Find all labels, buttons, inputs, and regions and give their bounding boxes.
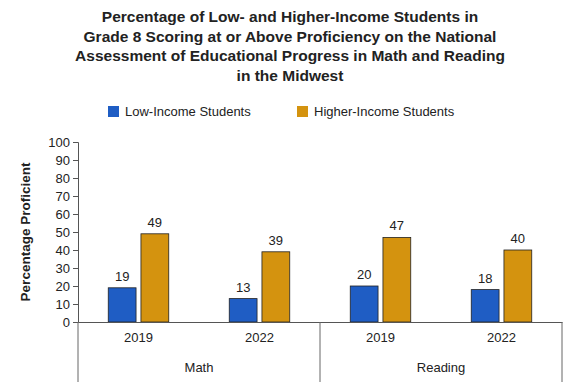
y-tick-label: 70 — [56, 189, 70, 204]
title-line: Percentage of Low- and Higher-Income Stu… — [102, 8, 478, 25]
y-tick-label: 50 — [56, 225, 70, 240]
y-tick-label: 20 — [56, 279, 70, 294]
y-tick-mark — [73, 286, 78, 287]
bar — [350, 286, 378, 322]
y-tick-mark — [73, 196, 78, 197]
x-tick: 2019 — [124, 322, 153, 345]
data-label: 39 — [269, 233, 283, 248]
x-tick: 2022 — [245, 322, 274, 345]
y-tick-label: 90 — [56, 153, 70, 168]
y-tick-mark — [73, 142, 78, 143]
title-line: Assessment of Educational Progress in Ma… — [75, 47, 505, 64]
title: Percentage of Low- and Higher-Income Stu… — [75, 8, 505, 84]
chart: Percentage of Low- and Higher-Income Stu… — [0, 0, 580, 382]
y-tick: 100 — [48, 135, 78, 150]
y-tick: 30 — [56, 261, 78, 276]
bar — [229, 299, 257, 322]
y-tick-label: 10 — [56, 297, 70, 312]
y-axis: 0 10 20 30 40 50 60 70 80 90 100 — [48, 135, 78, 330]
y-tick: 60 — [56, 207, 78, 222]
y-tick: 10 — [56, 297, 78, 312]
bar — [141, 234, 169, 322]
y-tick: 80 — [56, 171, 78, 186]
x-tick-label: 2022 — [245, 330, 274, 345]
y-tick-mark — [73, 268, 78, 269]
bars — [108, 234, 532, 322]
y-tick: 70 — [56, 189, 78, 204]
data-label: 18 — [478, 271, 492, 286]
y-tick: 90 — [56, 153, 78, 168]
bar — [262, 252, 290, 322]
title-line: in the Midwest — [237, 67, 344, 84]
y-tick-label: 40 — [56, 243, 70, 258]
group-label: Reading — [417, 360, 465, 375]
group-separator — [320, 322, 321, 382]
data-labels: 19 13 20 18 49 39 47 40 — [115, 215, 525, 295]
y-tick-mark — [73, 304, 78, 305]
y-tick-label: 0 — [63, 315, 70, 330]
bar — [383, 237, 411, 322]
title-line: Grade 8 Scoring at or Above Proficiency … — [84, 28, 497, 45]
y-axis-title: Percentage Proficient — [18, 162, 33, 301]
bar — [471, 290, 499, 322]
y-tick-mark — [73, 232, 78, 233]
y-tick-label: 30 — [56, 261, 70, 276]
data-label: 20 — [357, 267, 371, 282]
y-tick: 20 — [56, 279, 78, 294]
y-tick-mark — [73, 160, 78, 161]
x-tick-label: 2019 — [124, 330, 153, 345]
bar — [108, 288, 136, 322]
legend-label: Higher-Income Students — [314, 104, 455, 119]
data-label: 19 — [115, 269, 129, 284]
legend-swatch — [108, 106, 119, 117]
data-label: 47 — [390, 218, 404, 233]
x-tick-label: 2022 — [487, 330, 516, 345]
y-axis-line — [73, 143, 79, 323]
y-tick-label: 60 — [56, 207, 70, 222]
x-tick: 2022 — [487, 322, 516, 345]
x-tick-label: 2019 — [366, 330, 395, 345]
data-label: 13 — [236, 280, 250, 295]
group-separator — [562, 322, 563, 382]
group-separator — [78, 322, 79, 382]
x-tick: 2019 — [366, 322, 395, 345]
bar — [504, 250, 532, 322]
y-tick-mark — [73, 178, 78, 179]
data-label: 40 — [511, 231, 525, 246]
group-separators — [78, 322, 562, 382]
y-tick: 50 — [56, 225, 78, 240]
legend-swatch — [297, 106, 308, 117]
group-label: Math — [185, 360, 214, 375]
y-tick-label: 100 — [48, 135, 70, 150]
y-tick-mark — [73, 214, 78, 215]
legend-label: Low-Income Students — [125, 104, 251, 119]
y-tick: 0 — [63, 315, 78, 330]
y-tick: 40 — [56, 243, 78, 258]
y-tick-label: 80 — [56, 171, 70, 186]
legend: Low-Income Students Higher-Income Student… — [108, 104, 455, 119]
y-tick-mark — [73, 322, 78, 323]
y-tick-mark — [73, 250, 78, 251]
data-label: 49 — [148, 215, 162, 230]
